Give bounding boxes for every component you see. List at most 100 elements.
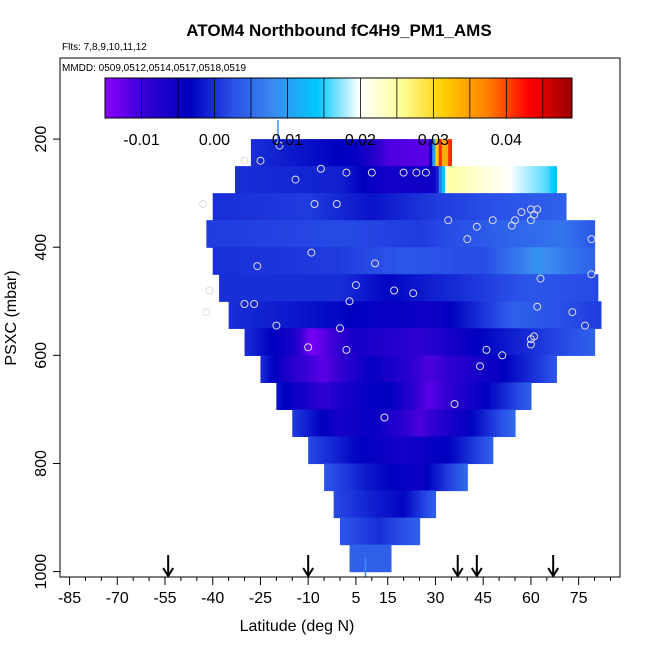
- flight-arrow-head: [547, 567, 560, 578]
- field-cell: [438, 355, 443, 383]
- field-cell: [464, 247, 468, 275]
- field-cell: [375, 490, 379, 519]
- field-cell: [368, 409, 373, 438]
- field-cell: [276, 274, 281, 302]
- field-cell: [359, 436, 363, 465]
- field-cell: [499, 328, 503, 356]
- field-cell: [537, 328, 542, 356]
- field-cell: [476, 409, 481, 438]
- field-cell: [324, 463, 328, 492]
- field-cell: [308, 355, 312, 383]
- field-cell: [365, 544, 370, 573]
- field-cell: [254, 220, 258, 248]
- field-cell: [534, 355, 538, 383]
- field-cell: [285, 193, 290, 221]
- field-cell: [467, 382, 472, 411]
- field-cell: [247, 247, 252, 275]
- field-cell: [521, 247, 526, 275]
- field-cell: [451, 328, 456, 356]
- field-cell: [569, 274, 573, 302]
- field-cell: [244, 193, 249, 221]
- field-cell: [241, 220, 246, 248]
- field-cell: [298, 328, 303, 356]
- field-cell: [438, 409, 443, 438]
- field-cell: [241, 301, 246, 329]
- field-cell: [365, 139, 370, 167]
- field-cell: [359, 247, 363, 275]
- field-cell: [381, 220, 386, 248]
- field-cell: [263, 193, 268, 221]
- field-cell: [212, 247, 217, 275]
- colorbar: -0.01 0.00 0.01 0.02 0.03 0.04: [104, 77, 573, 149]
- field-cell: [384, 382, 389, 411]
- field-cell: [400, 193, 405, 221]
- field-cell: [518, 166, 522, 194]
- field-cell: [282, 247, 287, 275]
- field-cell: [320, 166, 325, 194]
- field-cell: [330, 220, 335, 248]
- field-cell: [371, 247, 376, 275]
- sample-point: [498, 351, 507, 360]
- field-cell: [505, 301, 510, 329]
- field-cell: [365, 247, 370, 275]
- field-cell: [263, 220, 268, 248]
- field-cell: [254, 274, 258, 302]
- field-cell: [324, 247, 328, 275]
- field-cell: [365, 166, 370, 194]
- field-cell: [451, 409, 456, 438]
- field-cell: [403, 517, 408, 546]
- field-cell: [441, 409, 446, 438]
- field-cell: [495, 328, 500, 356]
- field-cell: [327, 301, 332, 329]
- field-cell: [343, 166, 347, 194]
- field-cell: [565, 328, 570, 356]
- field-cell: [266, 139, 271, 167]
- field-cell: [260, 274, 265, 302]
- field-cell: [394, 355, 398, 383]
- field-cell: [403, 220, 408, 248]
- field-cell: [343, 517, 347, 546]
- field-cell: [330, 355, 335, 383]
- field-cell: [413, 274, 417, 302]
- field-cell: [413, 301, 417, 329]
- field-cell: [410, 382, 414, 411]
- field-cell: [413, 328, 417, 356]
- field-cell: [394, 139, 398, 167]
- field-cell: [368, 274, 373, 302]
- field-cell: [527, 301, 532, 329]
- field-cell: [432, 436, 437, 465]
- field-cell: [362, 382, 367, 411]
- field-cell: [403, 436, 408, 465]
- field-cell: [320, 220, 325, 248]
- field-cell: [340, 301, 344, 329]
- field-cell: [406, 490, 411, 519]
- field-cell: [394, 382, 398, 411]
- field-cell: [349, 328, 354, 356]
- field-cell: [305, 301, 309, 329]
- field-cell: [550, 355, 554, 383]
- field-cell: [441, 193, 446, 221]
- field-cell: [534, 301, 538, 329]
- field-cell: [394, 166, 398, 194]
- field-cell: [238, 247, 242, 275]
- field-cell: [400, 490, 405, 519]
- field-cell: [492, 382, 497, 411]
- field-cell: [340, 355, 344, 383]
- sample-point: [444, 216, 453, 225]
- field-cell: [445, 139, 449, 167]
- field-cell: [591, 328, 596, 356]
- field-cell: [384, 328, 389, 356]
- field-cell: [524, 220, 529, 248]
- sample-point: [517, 208, 526, 217]
- field-cell: [314, 139, 319, 167]
- field-cell: [429, 409, 433, 438]
- sample-point: [450, 400, 459, 408]
- field-cell: [578, 301, 583, 329]
- field-cell: [470, 436, 475, 465]
- field-cell: [289, 166, 293, 194]
- field-cell: [460, 220, 465, 248]
- field-cell: [451, 220, 456, 248]
- field-cell: [470, 382, 475, 411]
- dates-label: MMDD: 0509,0512,0514,0517,0518,0519: [62, 63, 246, 74]
- field-cell: [282, 274, 287, 302]
